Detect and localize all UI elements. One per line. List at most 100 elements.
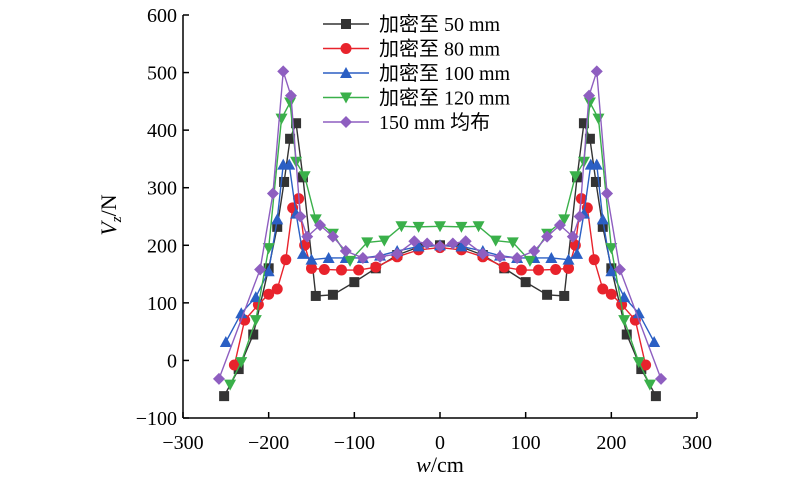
- legend-item: 加密至 50 mm: [323, 13, 501, 36]
- data-point: [370, 261, 382, 273]
- data-point: [378, 235, 391, 247]
- data-point: [353, 264, 365, 276]
- data-point: [305, 253, 318, 265]
- data-point: [322, 251, 335, 263]
- data-point: [553, 219, 566, 232]
- data-point: [391, 247, 404, 260]
- data-point: [356, 251, 369, 264]
- data-point: [476, 247, 489, 260]
- data-point: [459, 235, 472, 248]
- x-tick-label: 200: [596, 432, 626, 454]
- legend-label: 加密至 120 mm: [379, 87, 511, 110]
- x-tick-label: −300: [162, 432, 203, 454]
- data-point: [318, 263, 330, 275]
- data-point: [212, 372, 225, 385]
- data-point: [277, 65, 290, 78]
- data-point: [249, 315, 262, 327]
- x-axis-var: w: [416, 452, 431, 477]
- data-point: [592, 113, 605, 125]
- data-point: [584, 133, 595, 144]
- data-point: [569, 171, 582, 183]
- legend-item: 加密至 100 mm: [323, 62, 511, 85]
- data-point: [533, 264, 545, 276]
- legend-label: 150 mm 均布: [379, 111, 490, 134]
- data-point: [558, 214, 571, 226]
- data-point: [219, 336, 232, 348]
- data-point: [563, 262, 574, 274]
- data-point: [408, 235, 421, 248]
- series-layer: [212, 65, 668, 402]
- legend-marker: [340, 67, 352, 78]
- data-point: [498, 261, 510, 273]
- data-point: [248, 329, 259, 340]
- data-point: [583, 97, 596, 109]
- data-point: [562, 253, 575, 265]
- data-point: [455, 240, 468, 252]
- data-point: [446, 237, 459, 250]
- data-point: [421, 237, 434, 250]
- y-tick-label: 600: [147, 5, 177, 27]
- x-tick-label: 300: [682, 432, 712, 454]
- y-axis-subscript: z: [109, 216, 125, 223]
- data-point: [309, 214, 322, 226]
- data-point: [344, 255, 357, 267]
- data-point: [294, 210, 307, 223]
- x-axis-unit: /cm: [431, 452, 464, 477]
- data-point: [271, 213, 284, 225]
- data-point: [284, 97, 297, 109]
- x-tick-label: −200: [248, 432, 289, 454]
- y-tick-label: −100: [136, 408, 177, 430]
- data-point: [605, 288, 617, 300]
- data-point: [648, 336, 661, 348]
- data-point: [590, 176, 601, 187]
- data-point: [296, 247, 309, 259]
- x-tick-label: 0: [435, 432, 445, 454]
- data-point: [228, 359, 240, 371]
- data-point: [597, 283, 609, 295]
- data-point: [434, 240, 446, 253]
- x-tick-label: 100: [511, 432, 541, 454]
- data-point: [280, 254, 292, 266]
- data-point: [643, 379, 656, 391]
- y-axis-title: Vz/N: [96, 194, 125, 235]
- x-axis-title: w/cm: [416, 452, 464, 477]
- data-point: [263, 288, 275, 300]
- y-tick-label: 400: [147, 120, 177, 142]
- x-tick-label: −100: [334, 432, 375, 454]
- data-point: [284, 89, 297, 102]
- data-point: [632, 357, 645, 369]
- data-point: [219, 391, 230, 402]
- data-point: [254, 263, 267, 276]
- data-point: [520, 277, 531, 288]
- data-point: [523, 255, 536, 267]
- data-point: [335, 264, 347, 276]
- data-point: [301, 230, 314, 243]
- data-point: [590, 158, 603, 170]
- data-point: [621, 329, 632, 340]
- data-point: [298, 171, 311, 183]
- data-point: [326, 230, 339, 243]
- data-point: [349, 277, 360, 288]
- data-point: [541, 230, 554, 243]
- data-point: [235, 307, 248, 319]
- data-point: [636, 364, 647, 375]
- data-point: [605, 243, 618, 255]
- series-line: [225, 163, 655, 343]
- data-point: [310, 290, 321, 301]
- data-point: [601, 187, 614, 200]
- legend-marker: [340, 116, 352, 128]
- data-point: [283, 158, 296, 170]
- data-point: [566, 230, 579, 243]
- legend-marker: [340, 92, 352, 104]
- y-tick-label: 300: [147, 178, 177, 200]
- data-point: [596, 213, 609, 225]
- y-tick-label: 100: [147, 293, 177, 315]
- data-point: [542, 289, 553, 300]
- data-point: [550, 263, 562, 275]
- data-point: [306, 262, 317, 274]
- legend-label: 加密至 100 mm: [379, 62, 511, 85]
- data-point: [493, 250, 506, 263]
- data-point: [262, 265, 275, 277]
- data-point: [412, 221, 425, 233]
